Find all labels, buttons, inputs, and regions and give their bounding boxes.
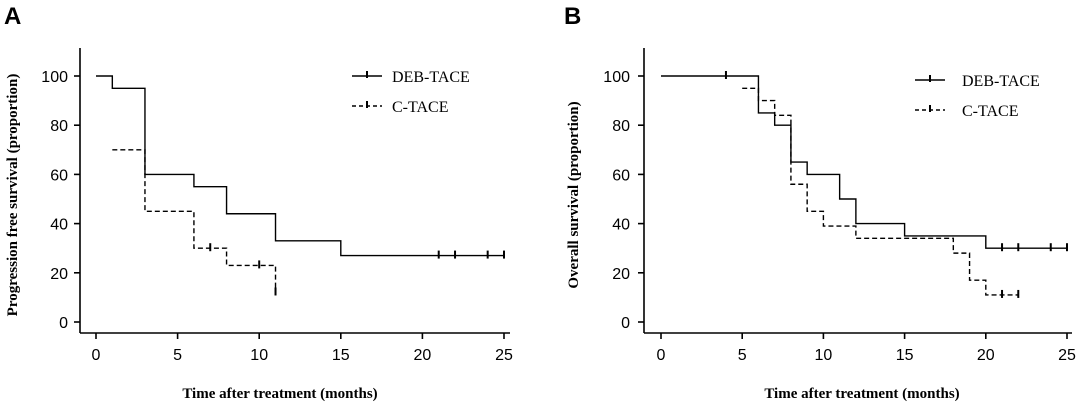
panel-b-xtick-label: 10 — [815, 347, 833, 364]
panel-a-series — [96, 75, 505, 296]
panel-a-ticks: 0 20 40 60 80 100 0 5 10 15 20 25 — [41, 69, 513, 364]
panel-b-series-solid-line — [661, 75, 1067, 249]
panel-a-xtick-label: 15 — [332, 347, 350, 364]
panel-a-ytick-label: 80 — [50, 118, 68, 135]
panel-b-ytick-label: 20 — [612, 266, 630, 283]
panel-a: A Time after treatment (months) Progress… — [4, 3, 513, 402]
panel-b-letter: B — [564, 3, 581, 30]
panel-a-ytick-label: 60 — [50, 167, 68, 184]
panel-b-xtick-label: 20 — [977, 347, 995, 364]
panel-b-xtick-label: 5 — [738, 347, 747, 364]
panel-b-series — [661, 71, 1068, 298]
panel-b-xtick-label: 0 — [657, 347, 666, 364]
panel-a-xtick-label: 5 — [173, 347, 182, 364]
panel-a-x-axis-title: Time after treatment (months) — [182, 386, 377, 402]
panel-b-ytick-label: 0 — [621, 315, 630, 332]
panel-a-legend-label: DEB-TACE — [392, 69, 470, 86]
panel-a-xtick-label: 10 — [250, 347, 268, 364]
panel-b-legend: DEB-TACE C-TACE — [915, 73, 1040, 120]
panel-b: B Time after treatment (months) Overall … — [564, 3, 1076, 402]
panel-b-legend-label: DEB-TACE — [962, 73, 1040, 90]
panel-a-letter: A — [4, 3, 21, 30]
panel-a-series-dashed-line — [112, 149, 277, 293]
panel-b-ticks: 0 20 40 60 80 100 0 5 10 15 20 25 — [603, 69, 1076, 364]
panel-b-y-axis-title: Overall survival (proportion) — [566, 101, 582, 288]
panel-b-ytick-label: 80 — [612, 118, 630, 135]
panel-b-ytick-label: 60 — [612, 167, 630, 184]
panel-a-ytick-label: 0 — [59, 315, 68, 332]
panel-a-series-solid-line — [96, 75, 504, 257]
panel-b-ytick-label: 40 — [612, 217, 630, 234]
panel-a-ytick-label: 40 — [50, 217, 68, 234]
panel-b-xtick-label: 25 — [1058, 347, 1076, 364]
panel-a-legend-label: C-TACE — [392, 99, 449, 116]
panel-a-ytick-label: 20 — [50, 266, 68, 283]
panel-b-x-axis-title: Time after treatment (months) — [764, 386, 959, 402]
panel-a-xtick-label: 0 — [92, 347, 101, 364]
panel-a-xtick-label: 25 — [495, 347, 513, 364]
panel-a-y-axis-title: Progression free survival (proportion) — [5, 74, 21, 317]
panel-b-legend-label: C-TACE — [962, 103, 1019, 120]
panel-a-xtick-label: 20 — [414, 347, 432, 364]
panel-a-legend: DEB-TACE C-TACE — [352, 69, 470, 116]
panel-b-ytick-label: 100 — [603, 69, 630, 86]
panel-a-ytick-label: 100 — [41, 69, 68, 86]
panel-b-series-dashed-line — [742, 87, 1019, 296]
panel-b-xtick-label: 15 — [896, 347, 914, 364]
